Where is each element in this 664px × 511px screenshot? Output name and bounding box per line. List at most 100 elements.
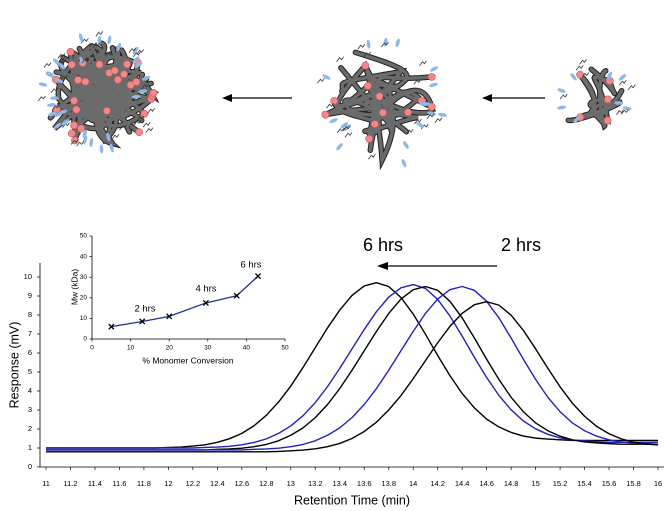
chain-end [344, 132, 353, 138]
chain-end [618, 79, 627, 86]
chain-end [62, 122, 70, 128]
y-tick-label: 10 [80, 315, 88, 322]
crosslink [123, 60, 131, 69]
y-tick-label: 2 [28, 424, 32, 433]
crosslink [576, 70, 585, 79]
inset-x-axis-label: % Monomer Conversion [142, 355, 233, 365]
y-axis-label: Response (mV) [7, 322, 21, 409]
x-tick-label: 16 [654, 479, 662, 488]
pendant-group [416, 122, 425, 128]
pendant-group [329, 118, 338, 124]
chain-end [581, 72, 590, 78]
pendant-group [141, 75, 151, 81]
y-tick-label: 50 [80, 233, 88, 240]
x-tick-label: 13.8 [381, 479, 396, 488]
pendant-group [109, 143, 114, 153]
pendant-group [336, 143, 343, 151]
x-tick-label: 50 [281, 345, 289, 352]
x-tick-label: 15.4 [577, 479, 592, 488]
pendant-group [557, 88, 566, 93]
chain-end [76, 141, 84, 147]
marker [108, 323, 115, 330]
chain-end [50, 87, 59, 94]
pendant-group [132, 56, 140, 64]
x-tick-label: 11.2 [63, 479, 77, 488]
chain-end [136, 49, 145, 55]
x-tick-label: 12.8 [259, 479, 274, 488]
inset-y-axis-label: Mw (kDa) [69, 269, 79, 306]
pendant-group [107, 35, 112, 45]
crosslink [67, 60, 76, 69]
inset-annotation: 4 hrs [195, 284, 216, 295]
crosslink [603, 116, 612, 125]
crosslink [77, 124, 85, 133]
x-tick-label: 14.4 [455, 479, 470, 488]
pendant-group [618, 74, 627, 81]
chain-end [621, 109, 629, 115]
chain-end [128, 47, 137, 53]
chain-end [95, 31, 104, 37]
crosslink [149, 89, 158, 97]
chain-end [89, 42, 97, 48]
x-axis-label: Retention Time (min) [294, 493, 410, 507]
crosslink [95, 60, 104, 69]
pendant-group [58, 109, 68, 115]
chain-end [81, 57, 90, 64]
marker [202, 299, 209, 307]
chain-end [92, 42, 101, 48]
x-tick-label: 13.6 [357, 479, 372, 488]
pendant-group [116, 42, 122, 52]
pendant-group [614, 101, 624, 105]
inset-annotation: 2 hrs [134, 304, 155, 315]
pendant-group [622, 106, 632, 111]
chain-end [575, 64, 584, 71]
pendant-group [570, 73, 577, 81]
crosslink [70, 96, 78, 105]
x-tick-label: 13 [287, 479, 295, 488]
pendant-group [430, 66, 439, 72]
y-tick-label: 7 [28, 329, 32, 338]
crosslink [81, 77, 90, 86]
chain-end [141, 83, 150, 90]
polymer-illustration [37, 31, 636, 171]
chain-end [559, 93, 568, 100]
series-line [46, 283, 658, 449]
x-tick-label: 30 [204, 345, 212, 352]
chain-end [43, 62, 52, 68]
crosslink [110, 66, 119, 75]
chain-end [426, 113, 435, 119]
chain-end [363, 51, 371, 58]
crosslink [102, 106, 111, 115]
arrow-head [222, 94, 232, 102]
pendant-group [606, 71, 613, 80]
pendant-group [49, 96, 59, 100]
x-tick-label: 20 [166, 345, 174, 352]
pendant-group [383, 37, 388, 47]
x-tick-label: 12.6 [235, 479, 250, 488]
pendant-group [557, 105, 567, 110]
y-tick-label: 30 [80, 274, 88, 281]
x-tick-label: 14 [409, 479, 417, 488]
x-tick-label: 15.2 [553, 479, 568, 488]
marker [166, 313, 173, 320]
x-tick-label: 13.4 [332, 479, 347, 488]
crosslink [427, 72, 436, 81]
pendant-group [99, 144, 104, 154]
crosslink [70, 121, 78, 130]
marker [233, 292, 240, 299]
pendant-group [322, 74, 331, 80]
annotation: 2 hrs [501, 235, 541, 255]
pendant-group [54, 78, 64, 84]
pendant-group [38, 82, 48, 87]
chain-end [119, 124, 128, 131]
chain-end [62, 54, 70, 61]
y-tick-label: 6 [28, 348, 32, 357]
crosslink [135, 128, 144, 137]
chain-end [104, 51, 113, 57]
pendant-group [53, 123, 62, 130]
arrow-head [377, 262, 388, 270]
chain-end [142, 121, 151, 128]
arrow [222, 94, 545, 102]
crosslink [140, 109, 149, 118]
y-tick-label: 20 [80, 295, 88, 302]
